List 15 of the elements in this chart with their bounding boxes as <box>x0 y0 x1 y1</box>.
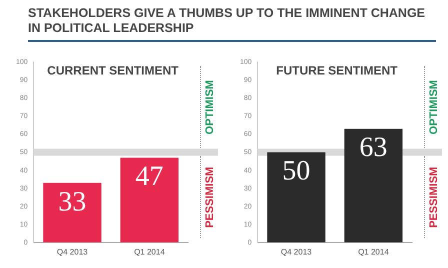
x-tick-label: Q1 2014 <box>358 247 390 256</box>
data-label: 63 <box>359 132 388 164</box>
data-label: 50 <box>282 156 310 187</box>
data-label: 47 <box>135 161 164 192</box>
chart-title: STAKEHOLDERS GIVE A THUMBS UP TO THE IMMINENT CHANGE IN POLITICAL LEADERSHIP <box>28 6 436 42</box>
x-tick-label: Q1 2014 <box>134 247 166 256</box>
x-tick-label: Q4 2013 <box>280 247 312 256</box>
text: PESSIMISM <box>204 166 216 228</box>
data-label: 33 <box>58 186 86 218</box>
x-tick-label: Q4 2013 <box>56 247 88 256</box>
chart-subtitle: CURRENT SENTIMENT <box>47 64 180 78</box>
text: PESSIMISM <box>428 166 440 228</box>
chart-subtitle: FUTURE SENTIMENT <box>276 64 398 78</box>
text: OPTIMISM <box>428 80 440 134</box>
text: OPTIMISM <box>204 80 216 134</box>
